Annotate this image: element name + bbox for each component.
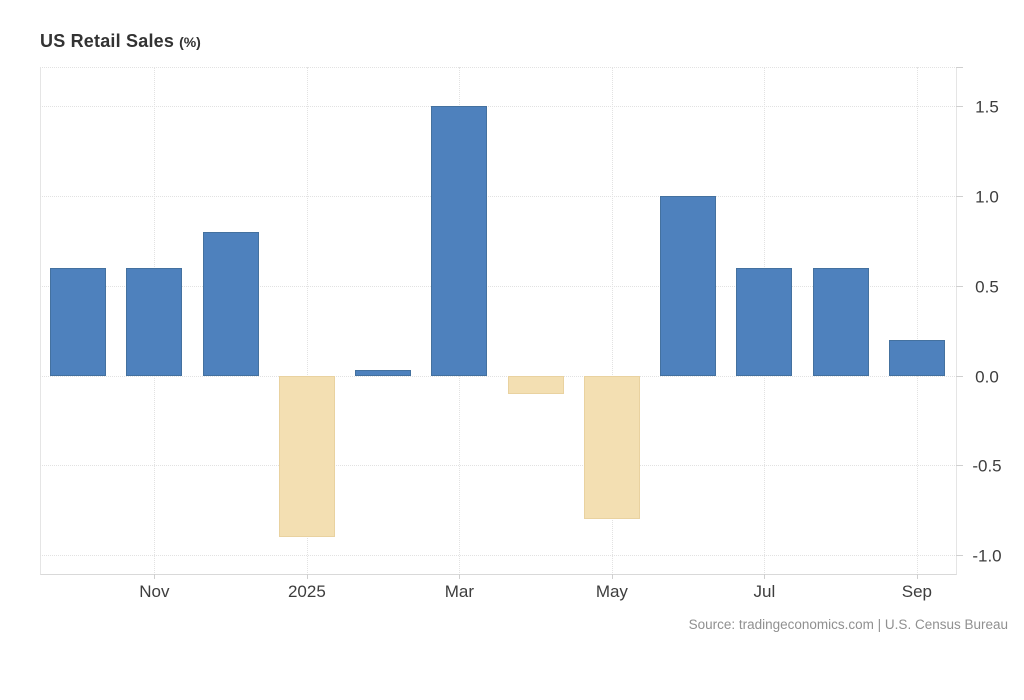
bar-slot-0[interactable]	[50, 267, 107, 376]
bar-slot-4[interactable]	[355, 370, 412, 376]
x-axis-tick	[306, 574, 308, 579]
bar-slot-8[interactable]	[660, 196, 717, 376]
bar-slot-9[interactable]	[736, 267, 793, 376]
h-gridline	[40, 196, 955, 198]
y-axis-tick	[956, 465, 963, 467]
v-gridline	[611, 67, 613, 573]
h-gridline	[40, 375, 955, 377]
y-axis-label: -1.0	[972, 546, 1002, 566]
x-axis-tick	[459, 574, 461, 579]
h-gridline	[40, 106, 955, 108]
v-gridline	[916, 67, 918, 573]
y-axis-label: 1.0	[975, 187, 999, 207]
x-axis-label: Sep	[901, 582, 932, 601]
bar-slot-3[interactable]	[278, 375, 335, 538]
h-gridline	[40, 465, 955, 467]
y-axis-tick	[956, 106, 963, 108]
y-axis-label: -0.5	[972, 456, 1002, 476]
chart-title: US Retail Sales (%)	[40, 31, 201, 52]
y-axis-tick	[956, 555, 963, 557]
source-attribution: Source: tradingeconomics.com | U.S. Cens…	[688, 617, 1008, 632]
h-gridline	[40, 555, 955, 557]
x-axis-tick	[764, 574, 766, 579]
x-axis-label: Jul	[753, 582, 776, 601]
y-axis-label: 0.5	[975, 277, 999, 297]
x-axis-tick	[154, 574, 156, 579]
bar-slot-7[interactable]	[583, 375, 640, 520]
chart-title-text: US Retail Sales	[40, 31, 175, 51]
v-gridline	[306, 67, 308, 573]
y-axis-tick	[956, 375, 963, 377]
bar-slot-2[interactable]	[202, 232, 259, 376]
chart-title-unit: (%)	[179, 34, 201, 50]
bar-slot-6[interactable]	[507, 375, 564, 394]
y-axis-tick	[956, 67, 963, 68]
x-axis-label: Mar	[444, 582, 475, 601]
y-axis-tick	[956, 196, 963, 198]
h-gridline	[40, 285, 955, 287]
bar-slot-5[interactable]	[431, 106, 488, 376]
y-axis-tick	[956, 285, 963, 287]
x-axis-tick	[916, 574, 918, 579]
bar-slot-10[interactable]	[812, 267, 869, 376]
y-axis-label: 1.5	[975, 97, 999, 117]
x-axis-tick	[611, 574, 613, 579]
plot-area	[40, 67, 957, 575]
x-axis-label: Nov	[139, 582, 170, 601]
bar-slot-1[interactable]	[126, 267, 183, 376]
x-axis-label: May	[595, 582, 628, 601]
bar-slot-11[interactable]	[888, 339, 945, 376]
x-axis-label: 2025	[287, 582, 326, 601]
y-axis-label: 0.0	[975, 367, 999, 387]
